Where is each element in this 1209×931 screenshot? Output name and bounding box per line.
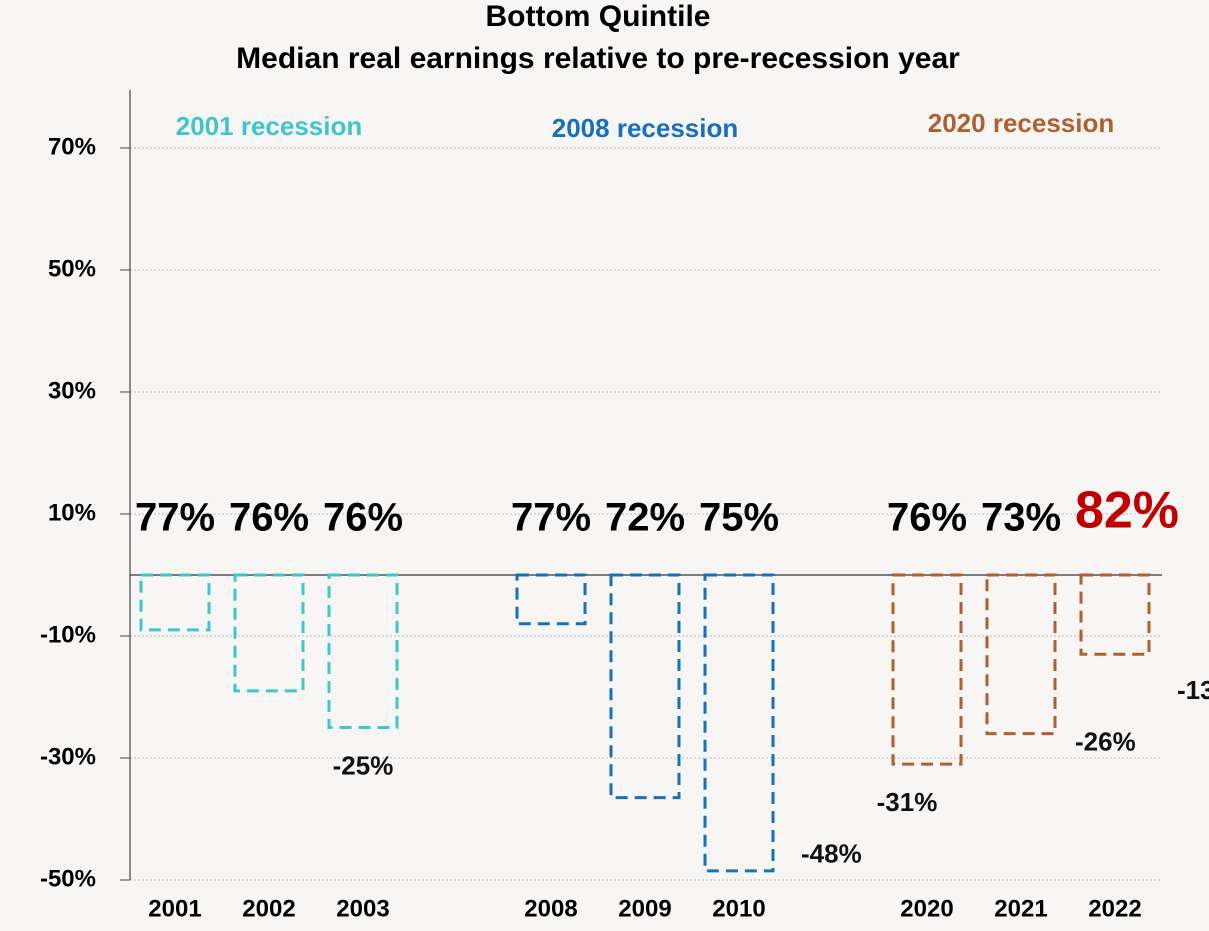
data-label: -48%: [801, 839, 862, 869]
bar: [327, 573, 399, 729]
bar: [609, 573, 681, 800]
x-tick-label: 2002: [242, 895, 295, 922]
x-tick-label: 2009: [618, 895, 671, 922]
top-label: 73%: [981, 496, 1061, 540]
bar: [891, 573, 963, 766]
x-tick-label: 2001: [148, 895, 201, 922]
data-label: -25%: [333, 750, 394, 780]
bar: [515, 573, 587, 626]
y-tick-label: 30%: [48, 377, 96, 404]
y-tick-label: 70%: [48, 133, 96, 160]
x-tick-label: 2022: [1088, 895, 1141, 922]
top-label: 75%: [699, 496, 779, 540]
y-tick-label: 50%: [48, 255, 96, 282]
bar: [233, 573, 305, 693]
x-tick-label: 2008: [524, 895, 577, 922]
x-tick-label: 2021: [994, 895, 1047, 922]
bar: [1079, 573, 1151, 656]
y-tick-label: -50%: [40, 865, 96, 892]
x-tick-label: 2020: [900, 895, 953, 922]
chart-subtitle: Median real earnings relative to pre-rec…: [236, 42, 960, 75]
y-tick-label: 10%: [48, 499, 96, 526]
bar: [139, 573, 211, 632]
top-label: 72%: [605, 496, 685, 540]
top-label: 76%: [323, 496, 403, 540]
group-label: 2008 recession: [552, 113, 738, 143]
data-label: -31%: [877, 787, 938, 817]
x-tick-label: 2003: [336, 895, 389, 922]
y-tick-label: -10%: [40, 621, 96, 648]
data-label: -13%: [1177, 675, 1209, 705]
chart-title: Bottom Quintile: [486, 0, 711, 33]
group-label: 2020 recession: [928, 108, 1114, 138]
bar: [985, 573, 1057, 736]
top-label: 77%: [511, 496, 591, 540]
top-label: 82%: [1075, 482, 1179, 540]
top-label: 76%: [229, 496, 309, 540]
top-label: 77%: [135, 496, 215, 540]
x-tick-label: 2010: [712, 895, 765, 922]
y-tick-label: -30%: [40, 743, 96, 770]
group-label: 2001 recession: [176, 111, 362, 141]
top-label: 76%: [887, 496, 967, 540]
bar: [703, 573, 775, 873]
data-label: -26%: [1075, 726, 1136, 756]
